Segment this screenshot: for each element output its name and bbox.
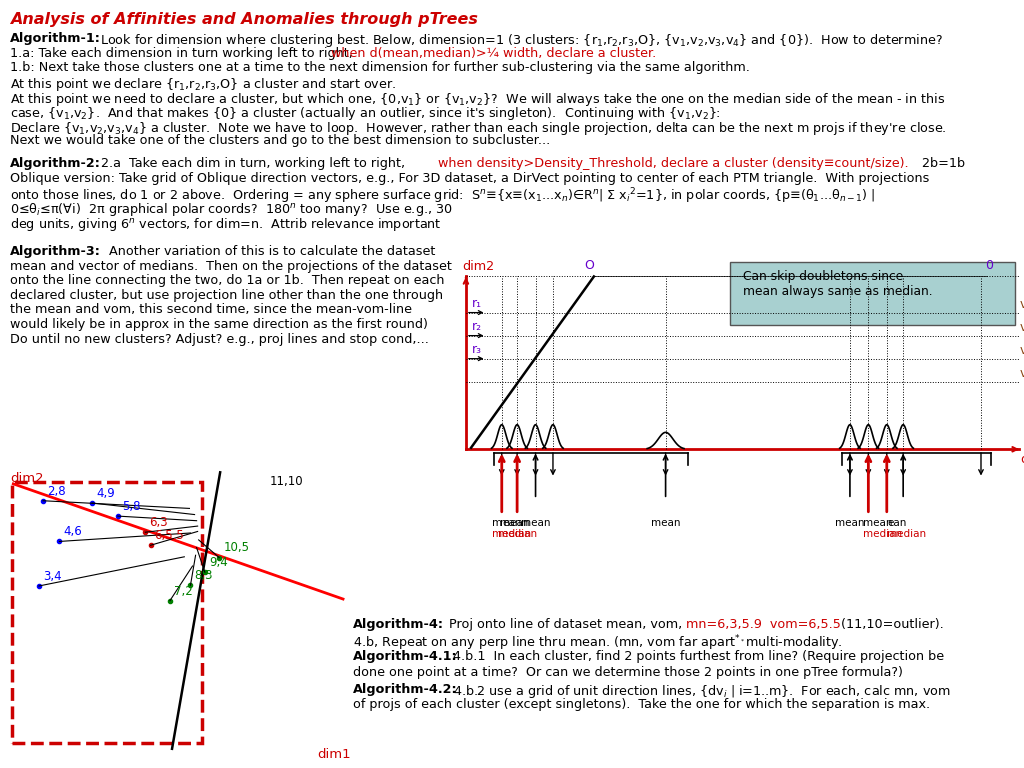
Text: Algorithm-3:: Algorithm-3: [10, 245, 101, 258]
Text: 2b=1b: 2b=1b [914, 157, 966, 170]
Text: median: median [887, 529, 926, 539]
Text: 5,8: 5,8 [122, 500, 140, 513]
Text: mean: mean [863, 518, 893, 528]
Text: 7,2: 7,2 [174, 584, 193, 598]
Text: 1.a: Take each dimension in turn working left to right,: 1.a: Take each dimension in turn working… [10, 47, 357, 60]
Text: mn=6,3,5.9  vom=6,5.5: mn=6,3,5.9 vom=6,5.5 [686, 618, 841, 631]
Text: case, {v$_1$,v$_2$}.  And that makes {0} a cluster (actually an outlier, since i: case, {v$_1$,v$_2$}. And that makes {0} … [10, 105, 721, 122]
Text: Algorithm-4:: Algorithm-4: [353, 618, 444, 631]
Text: Do until no new clusters? Adjust? e.g., proj lines and stop cond,...: Do until no new clusters? Adjust? e.g., … [10, 333, 429, 346]
Text: mean: mean [501, 518, 529, 528]
Text: Another variation of this is to calculate the dataset: Another variation of this is to calculat… [101, 245, 436, 258]
Text: declared cluster, but use projection line other than the one through: declared cluster, but use projection lin… [10, 289, 443, 302]
Text: 4,9: 4,9 [96, 487, 115, 500]
Text: r₁: r₁ [472, 296, 482, 310]
Text: ean: ean [503, 518, 522, 528]
Text: v₁: v₁ [1020, 298, 1024, 311]
Text: dim1: dim1 [1020, 453, 1024, 466]
Text: Proj onto line of dataset mean, vom,: Proj onto line of dataset mean, vom, [445, 618, 687, 631]
Text: 1.b: Next take those clusters one at a time to the next dimension for further su: 1.b: Next take those clusters one at a t… [10, 61, 751, 74]
Text: ean: ean [888, 518, 907, 528]
Text: mean and vector of medians.  Then on the projections of the dataset: mean and vector of medians. Then on the … [10, 260, 453, 273]
Text: r₂: r₂ [472, 319, 482, 333]
Text: Algorithm-2:: Algorithm-2: [10, 157, 101, 170]
Text: At this point we need to declare a cluster, but which one, {0,v$_1$} or {v$_1$,v: At this point we need to declare a clust… [10, 91, 945, 108]
Text: v₃: v₃ [1020, 344, 1024, 357]
Text: v₄: v₄ [1020, 367, 1024, 380]
FancyBboxPatch shape [730, 262, 1015, 325]
Text: of projs of each cluster (except singletons).  Take the one for which the separa: of projs of each cluster (except singlet… [353, 698, 931, 711]
Text: mean: mean [651, 518, 680, 528]
Text: 2.a  Take each dim in turn, working left to right,: 2.a Take each dim in turn, working left … [101, 157, 410, 170]
Text: onto the line connecting the two, do 1a or 1b.  Then repeat on each: onto the line connecting the two, do 1a … [10, 274, 444, 287]
Text: Oblique version: Take grid of Oblique direction vectors, e.g., For 3D dataset, a: Oblique version: Take grid of Oblique di… [10, 172, 930, 185]
Text: dim1: dim1 [317, 748, 351, 761]
Text: At this point we declare {r$_1$,r$_2$,r$_3$,O} a cluster and start over.: At this point we declare {r$_1$,r$_2$,r$… [10, 76, 396, 93]
Text: dim2: dim2 [462, 260, 494, 273]
Text: 8,3: 8,3 [195, 569, 213, 582]
Text: 10,5: 10,5 [223, 541, 249, 554]
Text: 4.b, Repeat on any perp line thru mean. (mn, vom far apart$^{*_*}$multi-modality: 4.b, Repeat on any perp line thru mean. … [353, 634, 843, 654]
Text: median: median [863, 529, 902, 539]
Text: Algorithm-4.2:: Algorithm-4.2: [353, 683, 458, 696]
Text: Next we would take one of the clusters and go to the best dimension to subcluste: Next we would take one of the clusters a… [10, 134, 551, 147]
Text: median: median [492, 529, 530, 539]
Text: done one point at a time?  Or can we determine those 2 points in one pTree formu: done one point at a time? Or can we dete… [353, 666, 903, 679]
Text: Analysis of Affinities and Anomalies through pTrees: Analysis of Affinities and Anomalies thr… [10, 12, 478, 28]
Text: 2,8: 2,8 [47, 485, 66, 498]
Text: Algorithm-1:: Algorithm-1: [10, 32, 101, 45]
Text: Can skip doubletons since
mean always same as median.: Can skip doubletons since mean always sa… [743, 270, 933, 297]
Text: the mean and vom, this second time, since the mean-vom-line: the mean and vom, this second time, sinc… [10, 303, 413, 316]
Text: v₂: v₂ [1020, 321, 1024, 334]
Text: (11,10=outlier).: (11,10=outlier). [833, 618, 943, 631]
Text: when d(mean,median)>¼ width, declare a cluster.: when d(mean,median)>¼ width, declare a c… [331, 47, 656, 60]
Text: 6,3: 6,3 [150, 516, 168, 529]
Text: 0≤θ$_i$≤π(∀i)  2π graphical polar coords?  180$^n$ too many?  Use e.g., 30: 0≤θ$_i$≤π(∀i) 2π graphical polar coords?… [10, 201, 453, 218]
Text: mean: mean [521, 518, 550, 528]
Text: Look for dimension where clustering best. Below, dimension=1 (3 clusters: {r$_1$: Look for dimension where clustering best… [100, 32, 943, 49]
Text: would likely be in approx in the same direction as the first round): would likely be in approx in the same di… [10, 318, 428, 331]
Text: 4,6: 4,6 [63, 525, 82, 538]
Text: dim2: dim2 [10, 472, 44, 485]
Text: median: median [498, 529, 537, 539]
Text: m: m [492, 518, 502, 528]
Text: onto those lines, do 1 or 2 above.  Ordering = any sphere surface grid:  S$^n$≡{: onto those lines, do 1 or 2 above. Order… [10, 187, 876, 207]
Text: when density>Density_Threshold, declare a cluster (density≡count/size).: when density>Density_Threshold, declare … [438, 157, 909, 170]
Text: deg units, giving 6$^n$ vectors, for dim=n.  Attrib relevance important: deg units, giving 6$^n$ vectors, for dim… [10, 216, 442, 233]
Text: 6,5.5: 6,5.5 [155, 529, 184, 542]
Text: 11,10: 11,10 [269, 475, 303, 488]
Text: O: O [584, 259, 594, 272]
Text: 0: 0 [985, 259, 993, 272]
Text: r₃: r₃ [472, 343, 482, 356]
Text: 4.b.1  In each cluster, find 2 points furthest from line? (Require projection be: 4.b.1 In each cluster, find 2 points fur… [449, 650, 944, 664]
Text: 3,4: 3,4 [43, 570, 61, 583]
Text: 9,4: 9,4 [209, 556, 227, 569]
Text: Declare {v$_1$,v$_2$,v$_3$,v$_4$} a cluster.  Note we have to loop.  However, ra: Declare {v$_1$,v$_2$,v$_3$,v$_4$} a clus… [10, 120, 947, 137]
Text: Algorithm-4.1:: Algorithm-4.1: [353, 650, 458, 664]
Text: mean: mean [836, 518, 864, 528]
Text: 4.b.2 use a grid of unit direction lines, {dv$_i$ | i=1..m}.  For each, calc mn,: 4.b.2 use a grid of unit direction lines… [449, 683, 950, 700]
